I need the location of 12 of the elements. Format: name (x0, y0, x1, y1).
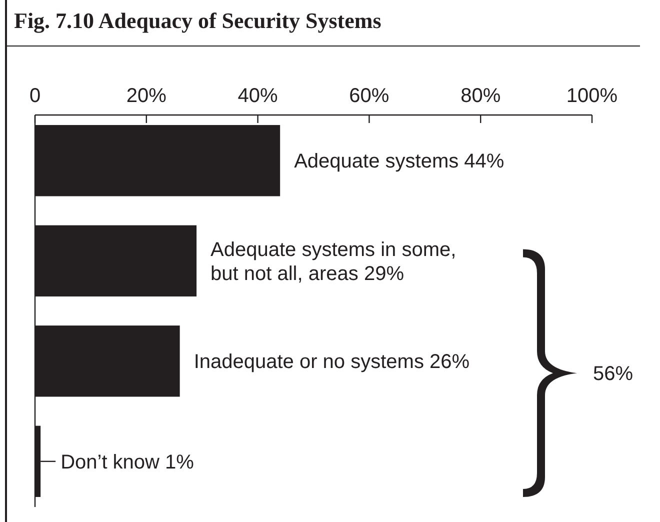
x-tick-label: 40% (238, 85, 278, 107)
category-label: Adequate systems 44% (294, 150, 504, 173)
text: 56% (593, 363, 634, 386)
x-tick-label: 80% (460, 85, 501, 107)
x-tick-label: 60% (349, 85, 390, 107)
category-label: Don’t know 1% (60, 451, 194, 474)
chart-title: Fig. 7.10 Adequacy of Security Systems (14, 8, 382, 33)
x-tick-label: 20% (126, 85, 167, 107)
category-label: Inadequate or no systems 26% (194, 351, 470, 374)
category-label: Adequate systems in some, but not all, areas 29% (210, 238, 456, 285)
x-tick-label: 100% (566, 85, 618, 107)
x-tick-label: 0 (29, 85, 41, 107)
